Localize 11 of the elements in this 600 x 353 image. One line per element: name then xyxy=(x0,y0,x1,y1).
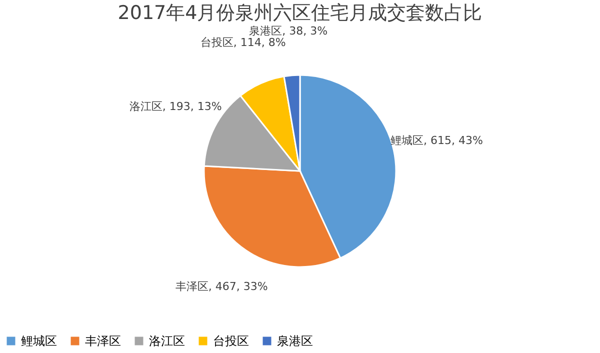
data-label: 泉港区, 38, 3% xyxy=(249,24,328,38)
legend-label: 洛江区 xyxy=(149,334,185,348)
legend-label: 台投区 xyxy=(213,334,249,348)
data-label: 鲤城区, 615, 43% xyxy=(390,134,483,147)
data-label: 丰泽区, 467, 33% xyxy=(175,280,268,293)
legend-label: 泉港区 xyxy=(277,334,313,348)
legend-label: 鲤城区 xyxy=(21,334,57,348)
legend-label: 丰泽区 xyxy=(85,334,121,348)
chart-title: 2017年4月份泉州六区住宅月成交套数占比 xyxy=(118,2,482,24)
data-label: 洛江区, 193, 13% xyxy=(129,100,222,113)
data-label: 台投区, 114, 8% xyxy=(200,36,286,50)
